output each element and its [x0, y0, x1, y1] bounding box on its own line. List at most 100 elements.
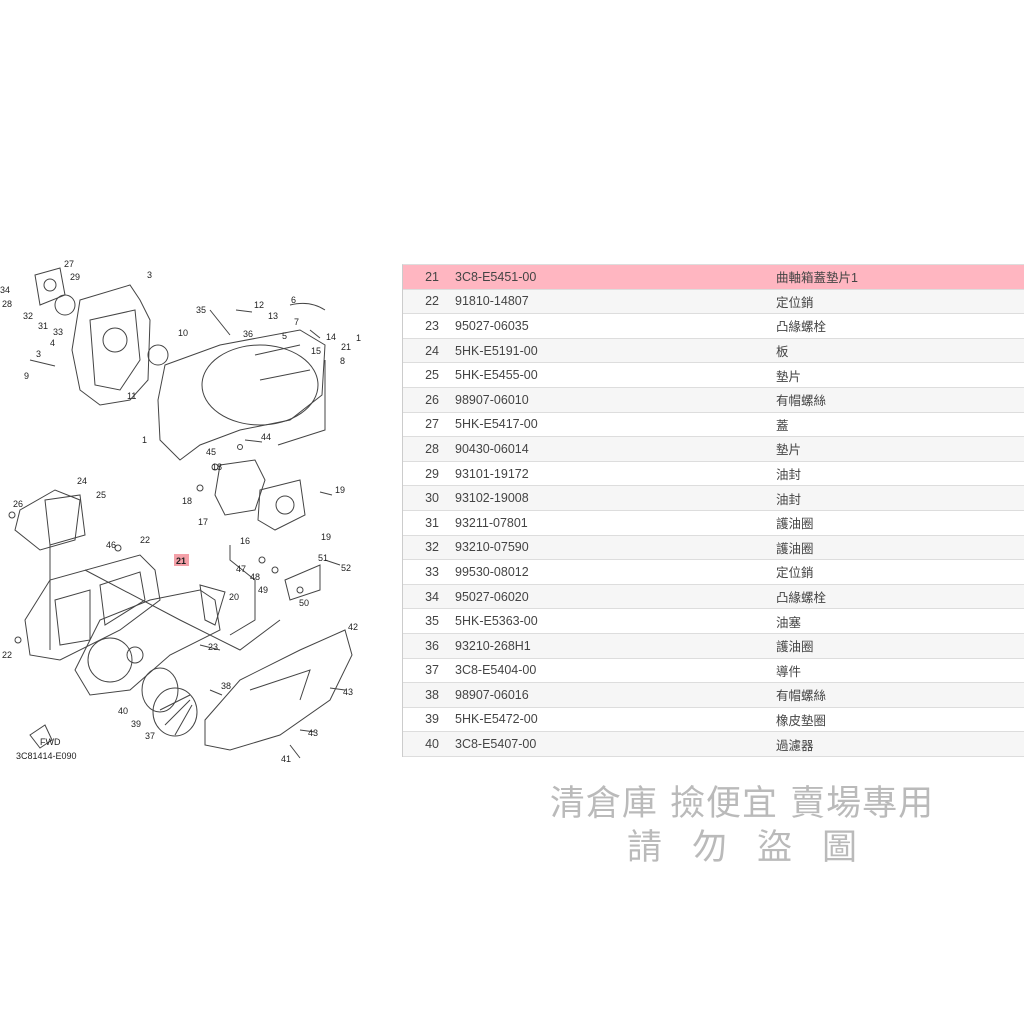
callout: 45: [206, 447, 216, 457]
part-name: 凸緣螺栓: [776, 320, 827, 335]
table-row[interactable]: 39 5HK-E5472-00 橡皮墊圈: [403, 707, 1024, 733]
callout: 19: [335, 485, 345, 495]
table-row[interactable]: 25 5HK-E5455-00 墊片: [403, 363, 1024, 388]
part-name: 板: [776, 345, 789, 360]
table-row[interactable]: 31 93211-07801 護油圈: [403, 510, 1024, 536]
part-code: 93101-19172: [455, 466, 529, 481]
callout: 3: [147, 270, 152, 280]
callout: 9: [24, 371, 29, 381]
part-code: 95027-06020: [455, 589, 529, 604]
callout: 32: [23, 311, 33, 321]
callout: 10: [178, 328, 188, 338]
part-number-index: 29: [425, 466, 439, 481]
part-code: 5HK-E5472-00: [455, 712, 538, 727]
part-code: 3C8-E5451-00: [455, 269, 537, 284]
table-row[interactable]: 34 95027-06020 凸緣螺栓: [403, 584, 1024, 610]
part-code: 5HK-E5363-00: [455, 614, 538, 629]
part-code: 90430-06014: [455, 441, 529, 456]
callout: 48: [250, 572, 260, 582]
parts-table: 21 3C8-E5451-00 曲軸箱蓋墊片1 22 91810-14807 定位銷 23 9…: [402, 264, 1024, 757]
part-name: 有帽螺絲: [776, 394, 827, 409]
callout: 25: [96, 490, 106, 500]
table-row[interactable]: 36 93210-268H1 護油圈: [403, 633, 1024, 659]
callout: 52: [341, 563, 351, 573]
callout: 4: [50, 338, 55, 348]
part-name: 凸緣螺栓: [776, 591, 827, 606]
callout: 36: [243, 329, 253, 339]
part-name: 定位銷: [776, 295, 814, 310]
part-code: 98907-06016: [455, 687, 529, 702]
part-name: 油封: [776, 492, 802, 507]
fwd-arrow-icon: [29, 724, 53, 749]
part-code: 98907-06010: [455, 392, 529, 407]
callout: 41: [281, 754, 291, 764]
table-row[interactable]: 27 5HK-E5417-00 蓋: [403, 412, 1024, 438]
part-code: 3C8-E5407-00: [455, 737, 537, 752]
part-name: 油塞: [776, 615, 802, 630]
callout: 44: [261, 432, 271, 442]
diagram-drawing: [8, 267, 353, 759]
table-row[interactable]: 23 95027-06035 凸緣螺栓: [403, 314, 1024, 339]
part-number-index: 35: [425, 614, 439, 629]
part-number-index: 37: [425, 663, 439, 678]
part-code: 3C8-E5404-00: [455, 663, 537, 678]
callout: 7: [294, 317, 299, 327]
part-number-index: 39: [425, 712, 439, 727]
callout-highlighted: 21: [176, 556, 186, 566]
part-name: 過濾器: [776, 738, 814, 753]
table-row-selected[interactable]: 21 3C8-E5451-00 曲軸箱蓋墊片1: [403, 265, 1024, 290]
table-row[interactable]: 22 91810-14807 定位銷: [403, 289, 1024, 315]
table-row[interactable]: 28 90430-06014 墊片: [403, 437, 1024, 462]
table-row[interactable]: 38 98907-06016 有帽螺絲: [403, 683, 1024, 708]
callout: 31: [38, 321, 48, 331]
table-row[interactable]: 33 99530-08012 定位銷: [403, 560, 1024, 585]
table-row[interactable]: 37 3C8-E5404-00 導件: [403, 658, 1024, 684]
callout: 35: [196, 305, 206, 315]
part-number-index: 28: [425, 441, 439, 456]
callout: 23: [208, 642, 218, 652]
callout: 21: [341, 342, 351, 352]
part-number-index: 40: [425, 737, 439, 752]
part-name: 蓋: [776, 418, 789, 433]
table-row[interactable]: 26 98907-06010 有帽螺絲: [403, 387, 1024, 413]
part-number-index: 34: [425, 589, 439, 604]
callout: 1: [356, 333, 361, 343]
callout: 33: [53, 327, 63, 337]
callout: 39: [131, 719, 141, 729]
callout: 22: [140, 535, 150, 545]
callout: 8: [340, 356, 345, 366]
part-name: 護油圈: [776, 541, 814, 556]
callout: 40: [118, 706, 128, 716]
callout: 19: [321, 532, 331, 542]
part-code: 91810-14807: [455, 294, 529, 309]
callout: 18: [212, 462, 222, 472]
part-name: 護油圈: [776, 517, 814, 532]
table-row[interactable]: 40 3C8-E5407-00 過濾器: [403, 732, 1024, 757]
callout: 6: [291, 295, 296, 305]
table-row[interactable]: 30 93102-19008 油封: [403, 486, 1024, 511]
part-code: 93210-07590: [455, 540, 529, 555]
callout: 14: [326, 332, 336, 342]
callout: 38: [221, 681, 231, 691]
part-number-index: 23: [425, 318, 439, 333]
table-row[interactable]: 35 5HK-E5363-00 油塞: [403, 609, 1024, 634]
part-number-index: 32: [425, 540, 439, 555]
callout: 3: [36, 349, 41, 359]
callout: 46: [106, 540, 116, 550]
table-row[interactable]: 32 93210-07590 護油圈: [403, 535, 1024, 561]
part-number-index: 21: [425, 269, 439, 284]
callout: 43: [308, 728, 318, 738]
callout: 47: [236, 564, 246, 574]
table-row[interactable]: 29 93101-19172 油封: [403, 461, 1024, 487]
part-number-index: 24: [425, 343, 439, 358]
callout: 26: [13, 499, 23, 509]
callout: 43: [343, 687, 353, 697]
part-code: 5HK-E5191-00: [455, 343, 538, 358]
callout: 1: [142, 435, 147, 445]
callout: 22: [2, 650, 12, 660]
callout: 37: [145, 731, 155, 741]
part-code: 5HK-E5417-00: [455, 417, 538, 432]
callout: 17: [198, 517, 208, 527]
callout: 42: [348, 622, 358, 632]
table-row[interactable]: 24 5HK-E5191-00 板: [403, 338, 1024, 364]
